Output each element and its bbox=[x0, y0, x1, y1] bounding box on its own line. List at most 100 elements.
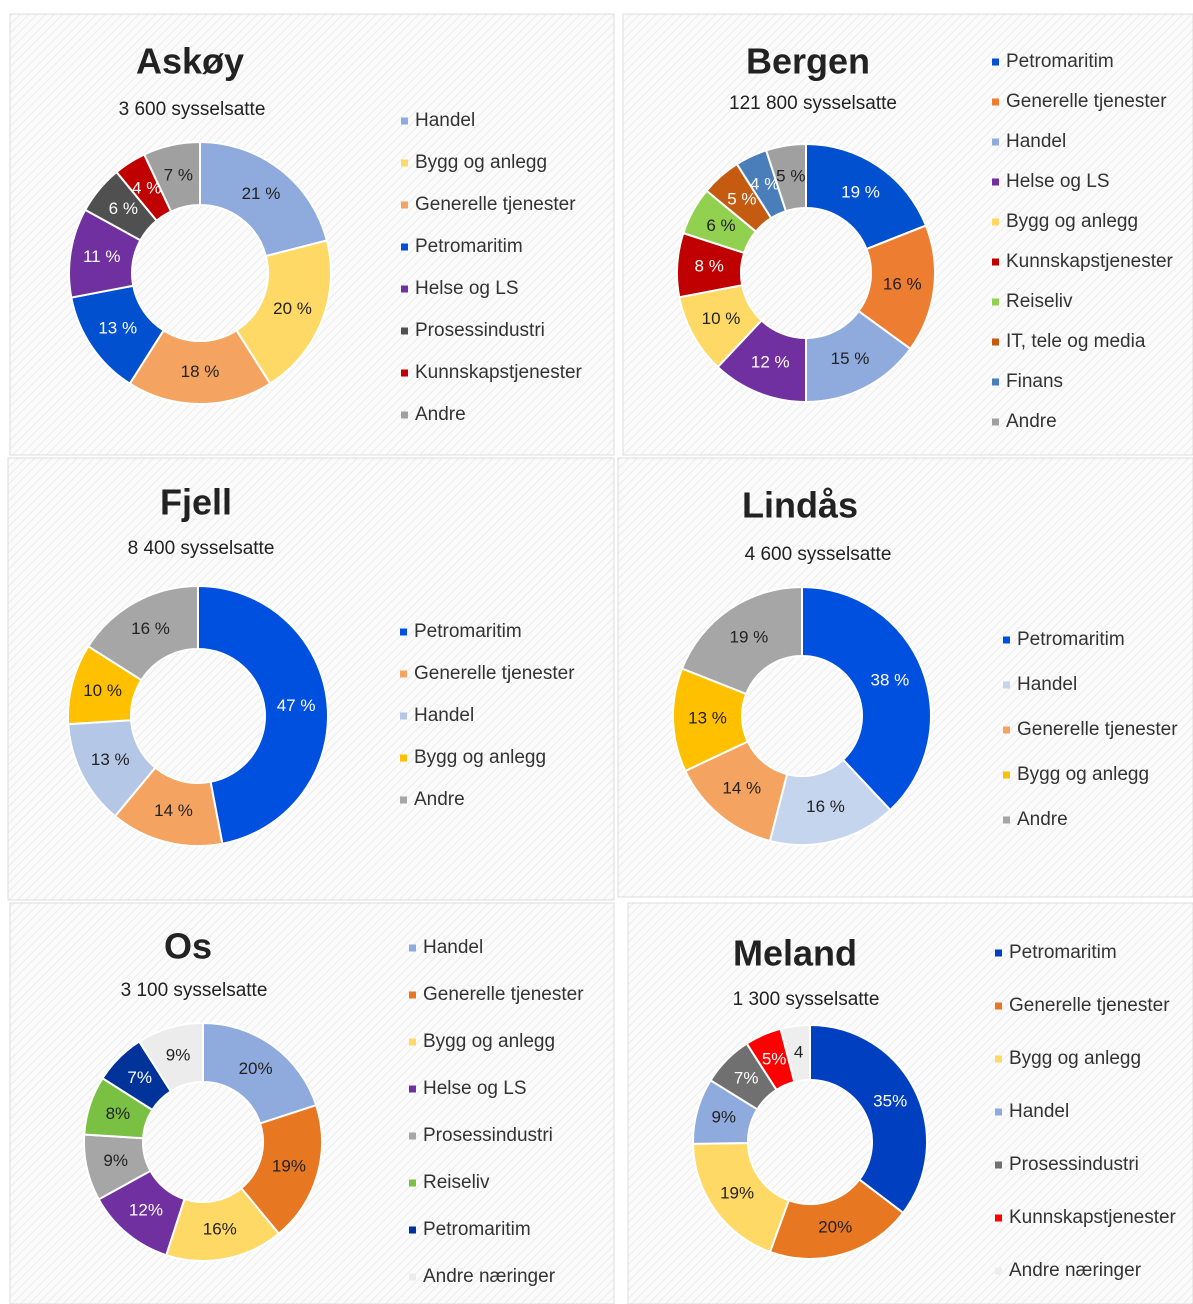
legend-marker bbox=[401, 117, 408, 125]
legend-marker bbox=[995, 949, 1002, 957]
chart-title: Lindås bbox=[742, 485, 858, 526]
value-label: 21 % bbox=[242, 184, 281, 203]
donut-segment bbox=[768, 1178, 905, 1260]
chart-title: Askøy bbox=[136, 41, 244, 82]
legend-label: Bygg og anlegg bbox=[1006, 211, 1138, 232]
legend-marker bbox=[401, 411, 408, 419]
legend-label: Petromaritim bbox=[415, 236, 523, 257]
legend-label: Petromaritim bbox=[414, 621, 522, 642]
value-label: 8 % bbox=[695, 256, 724, 275]
legend-label: Reiseliv bbox=[423, 1172, 490, 1193]
donut-segment bbox=[680, 585, 803, 696]
value-label: 4 % bbox=[750, 175, 779, 194]
chart-subtitle: 4 600 sysselsatte bbox=[745, 544, 892, 565]
value-label: 12 % bbox=[751, 353, 790, 372]
legend-label: Bygg og anlegg bbox=[414, 747, 546, 768]
legend-label: Petromaritim bbox=[1009, 942, 1117, 963]
value-label: 13 % bbox=[688, 708, 727, 727]
donut-segment bbox=[137, 1021, 204, 1093]
chart-subtitle: 121 800 sysselsatte bbox=[729, 93, 897, 114]
legend-label: Finans bbox=[1006, 371, 1063, 392]
value-label: 5% bbox=[762, 1049, 787, 1068]
legend-marker bbox=[1003, 681, 1010, 689]
value-label: 9% bbox=[711, 1108, 736, 1127]
legend-label: Handel bbox=[1006, 131, 1066, 152]
legend-marker bbox=[1003, 636, 1010, 644]
legend-label: Bygg og anlegg bbox=[423, 1031, 555, 1052]
legend-label: Generelle tjenester bbox=[415, 194, 576, 215]
value-label: 19 % bbox=[841, 182, 880, 201]
donut-segment bbox=[779, 1023, 811, 1084]
legend-label: Andre bbox=[1017, 809, 1068, 830]
legend-marker bbox=[995, 1214, 1002, 1222]
value-label: 13 % bbox=[91, 750, 130, 769]
donut-segment bbox=[809, 1023, 928, 1215]
value-label: 7 % bbox=[164, 165, 193, 184]
legend-label: Generelle tjenester bbox=[423, 984, 584, 1005]
donut-segment bbox=[805, 142, 928, 251]
legend-marker bbox=[400, 712, 407, 720]
legend-label: Bygg og anlegg bbox=[1009, 1048, 1141, 1069]
legend-label: Andre bbox=[415, 404, 466, 425]
legend-label: Petromaritim bbox=[1006, 51, 1114, 72]
value-label: 19% bbox=[720, 1183, 754, 1202]
legend-label: Generelle tjenester bbox=[414, 663, 575, 684]
donut-segment bbox=[199, 140, 329, 258]
legend-marker bbox=[995, 1055, 1002, 1063]
legend-label: Kunnskapstjenester bbox=[415, 362, 583, 383]
legend-marker bbox=[409, 1085, 416, 1093]
value-label: 9% bbox=[166, 1046, 191, 1065]
legend-label: Handel bbox=[1009, 1101, 1069, 1122]
legend-marker bbox=[401, 327, 408, 335]
value-label: 16 % bbox=[131, 619, 170, 638]
legend-marker bbox=[995, 1108, 1002, 1116]
legend-marker bbox=[409, 1179, 416, 1187]
legend-label: Handel bbox=[414, 705, 474, 726]
legend-marker bbox=[992, 178, 999, 186]
value-label: 19 % bbox=[730, 627, 769, 646]
legend-marker bbox=[995, 1267, 1002, 1275]
legend-marker bbox=[1003, 771, 1010, 779]
legend-label: Handel bbox=[423, 937, 483, 958]
legend-marker bbox=[409, 1132, 416, 1140]
legend-marker bbox=[400, 796, 407, 804]
value-label: 10 % bbox=[83, 681, 122, 700]
value-label: 20% bbox=[818, 1217, 852, 1236]
legend-marker bbox=[400, 670, 407, 678]
legend-marker bbox=[409, 1273, 416, 1281]
value-label: 7% bbox=[734, 1069, 759, 1088]
chart-subtitle: 1 300 sysselsatte bbox=[733, 989, 880, 1010]
chart-title: Bergen bbox=[746, 41, 870, 82]
legend-label: Handel bbox=[415, 110, 475, 131]
legend-label: Andre næringer bbox=[1009, 1260, 1142, 1281]
chart-title: Meland bbox=[733, 933, 857, 974]
legend-marker bbox=[992, 58, 999, 66]
donut-segment bbox=[197, 584, 329, 845]
value-label: 47 % bbox=[277, 696, 316, 715]
legend-marker bbox=[401, 285, 408, 293]
value-label: 16% bbox=[203, 1219, 237, 1238]
value-label: 13 % bbox=[98, 318, 137, 337]
value-label: 6 % bbox=[706, 216, 735, 235]
legend-label: Andre bbox=[1006, 411, 1057, 432]
value-label: 20% bbox=[239, 1059, 273, 1078]
legend-marker bbox=[992, 298, 999, 306]
legend-marker bbox=[992, 138, 999, 146]
legend-marker bbox=[992, 378, 999, 386]
value-label: 11 % bbox=[83, 247, 121, 266]
legend-marker bbox=[992, 218, 999, 226]
legend-label: Bygg og anlegg bbox=[415, 152, 547, 173]
donut-segment bbox=[235, 239, 332, 385]
legend-marker bbox=[992, 418, 999, 426]
value-label: 16 % bbox=[806, 797, 845, 816]
legend-label: Petromaritim bbox=[1017, 629, 1125, 650]
legend-marker bbox=[1003, 726, 1010, 734]
legend-marker bbox=[995, 1161, 1002, 1169]
legend-marker bbox=[400, 754, 407, 762]
legend-label: Handel bbox=[1017, 674, 1077, 695]
legend-label: Generelle tjenester bbox=[1009, 995, 1170, 1016]
value-label: 35% bbox=[873, 1092, 907, 1111]
value-label: 9% bbox=[103, 1151, 128, 1170]
legend-label: Kunnskapstjenester bbox=[1006, 251, 1174, 272]
donut-segment bbox=[142, 140, 201, 213]
